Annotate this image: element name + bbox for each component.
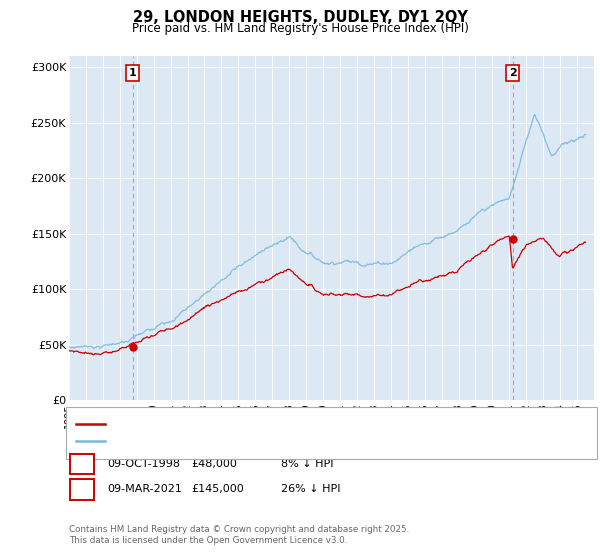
Text: 09-OCT-1998: 09-OCT-1998	[107, 459, 180, 469]
Text: HPI: Average price, semi-detached house, Dudley: HPI: Average price, semi-detached house,…	[112, 436, 359, 446]
Text: 2: 2	[78, 482, 86, 496]
Text: 1: 1	[78, 457, 86, 470]
Text: 26% ↓ HPI: 26% ↓ HPI	[281, 484, 340, 494]
Text: Price paid vs. HM Land Registry's House Price Index (HPI): Price paid vs. HM Land Registry's House …	[131, 22, 469, 35]
Text: 2: 2	[509, 68, 517, 78]
Text: 8% ↓ HPI: 8% ↓ HPI	[281, 459, 334, 469]
Text: 1: 1	[129, 68, 137, 78]
Text: 29, LONDON HEIGHTS, DUDLEY, DY1 2QY: 29, LONDON HEIGHTS, DUDLEY, DY1 2QY	[133, 10, 467, 25]
Text: 09-MAR-2021: 09-MAR-2021	[107, 484, 182, 494]
Text: 29, LONDON HEIGHTS, DUDLEY, DY1 2QY (semi-detached house): 29, LONDON HEIGHTS, DUDLEY, DY1 2QY (sem…	[112, 419, 436, 429]
Text: Contains HM Land Registry data © Crown copyright and database right 2025.
This d: Contains HM Land Registry data © Crown c…	[69, 525, 409, 545]
Text: £145,000: £145,000	[191, 484, 244, 494]
Text: £48,000: £48,000	[191, 459, 236, 469]
